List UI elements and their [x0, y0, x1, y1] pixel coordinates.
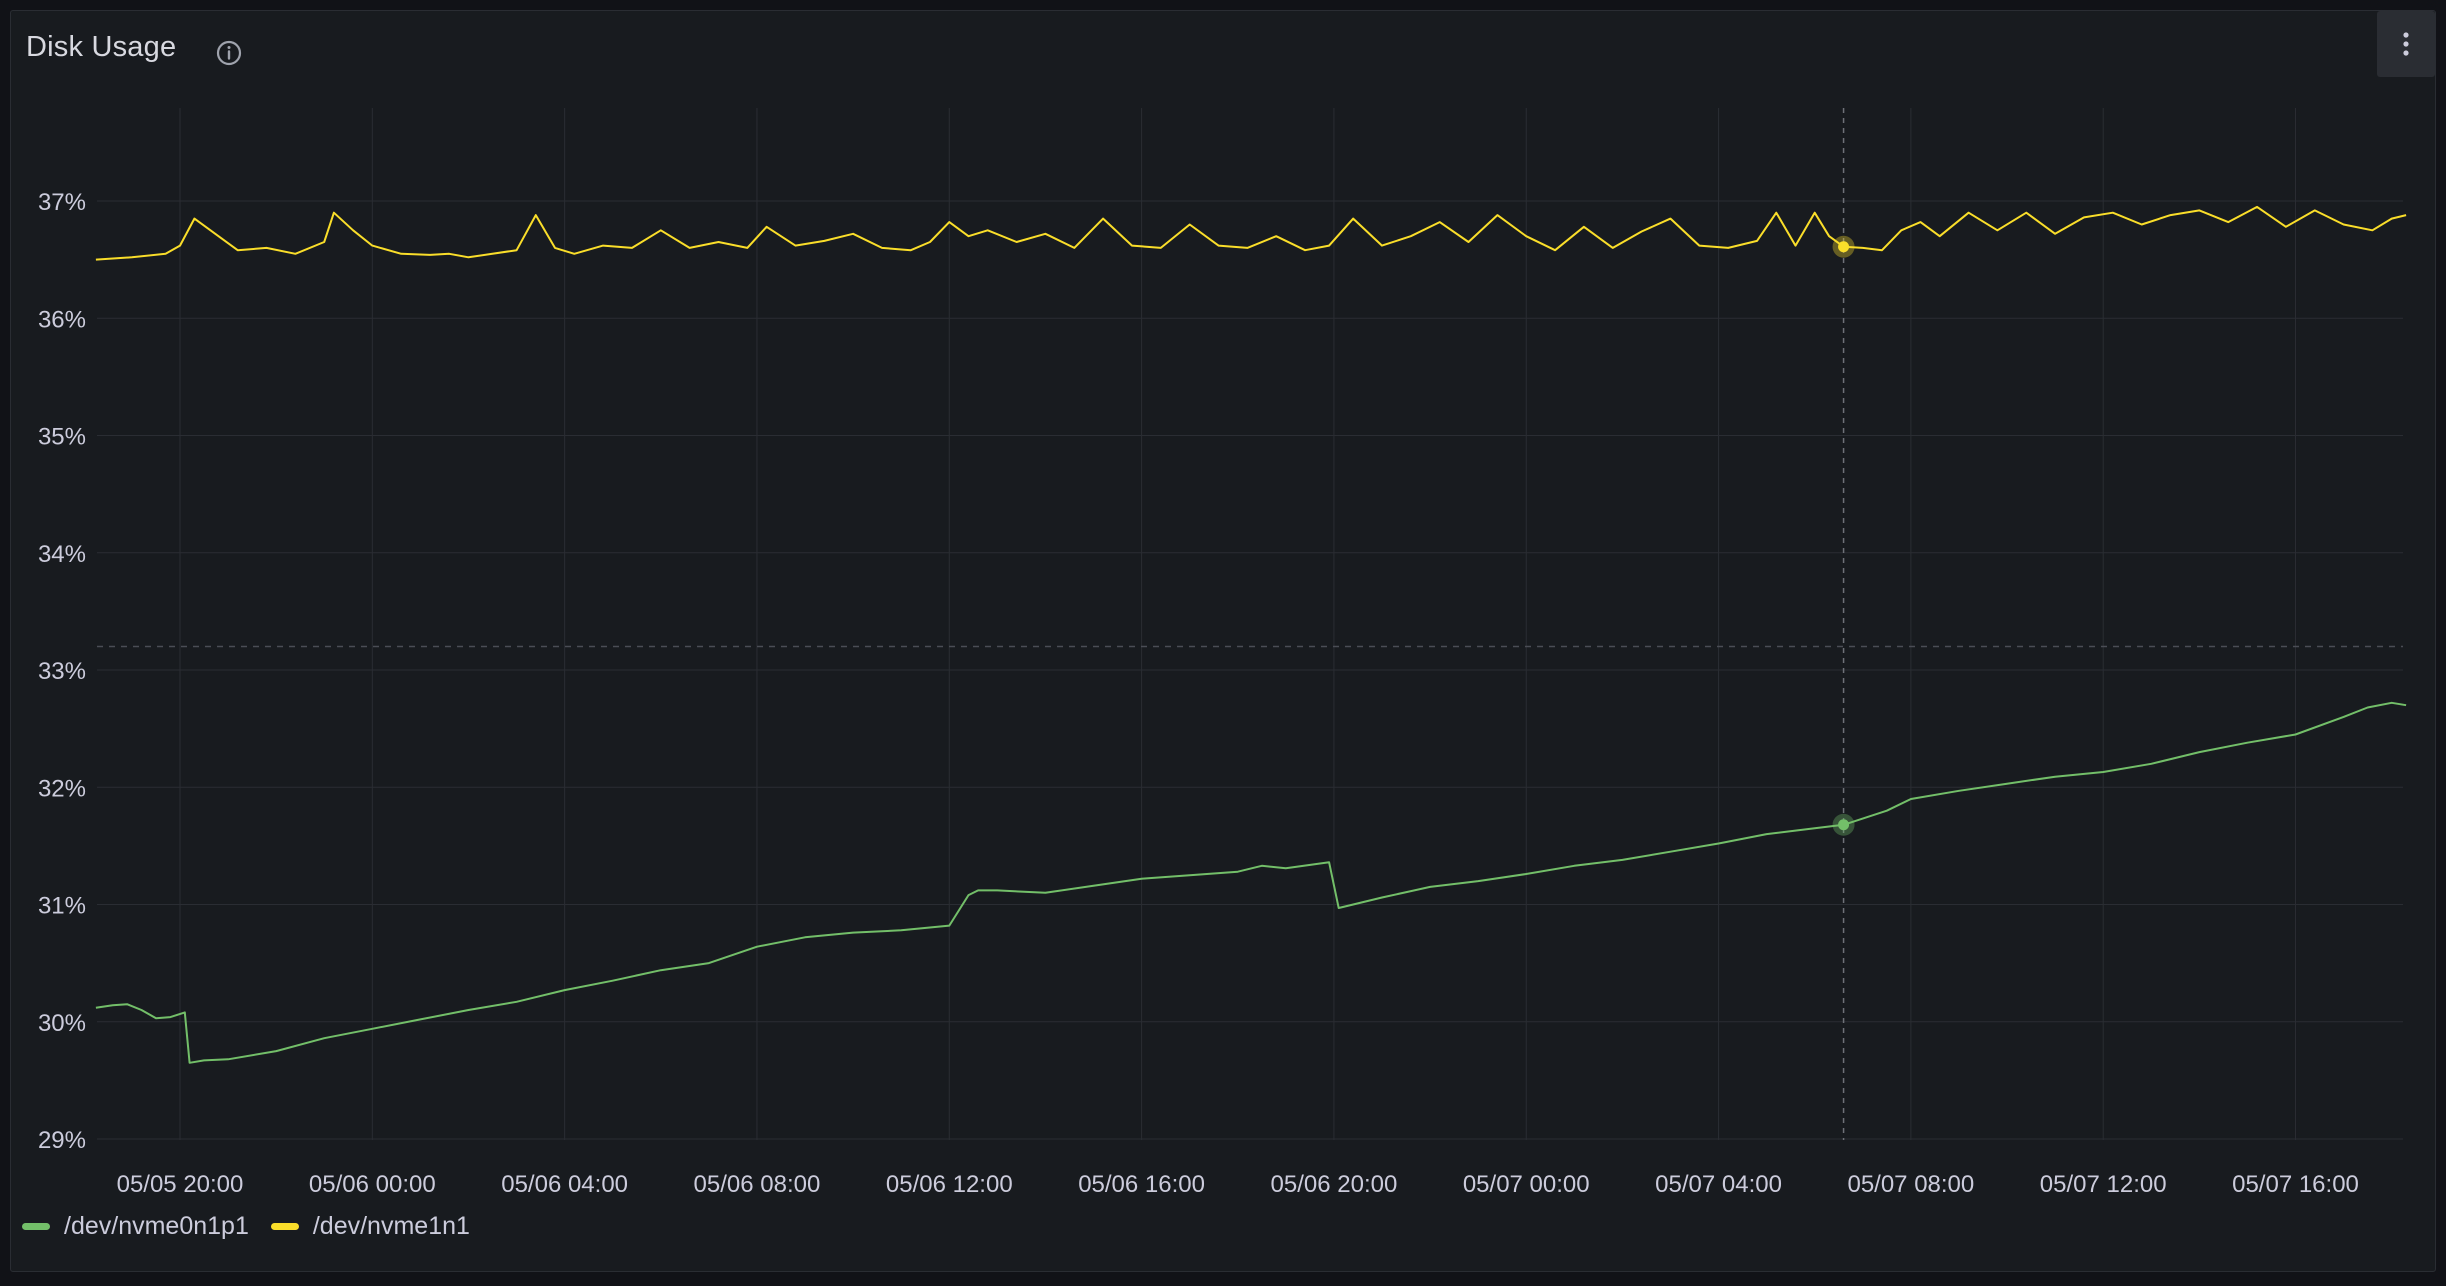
- panel-title: Disk Usage: [26, 31, 177, 63]
- x-tick-label: 05/06 20:00: [1271, 1171, 1398, 1198]
- y-tick-label: 34%: [38, 541, 86, 568]
- legend-swatch-nvme1n1: [270, 1223, 299, 1230]
- x-tick-label: 05/06 16:00: [1078, 1171, 1205, 1198]
- x-tick-label: 05/06 12:00: [886, 1171, 1013, 1198]
- info-circle-icon[interactable]: [214, 38, 244, 68]
- x-tick-label: 05/05 20:00: [117, 1171, 244, 1198]
- legend: /dev/nvme0n1p1 /dev/nvme1n1: [22, 1212, 470, 1241]
- legend-label-nvme1n1: /dev/nvme1n1: [312, 1212, 470, 1240]
- x-tick-label: 05/06 00:00: [309, 1171, 436, 1198]
- legend-label-nvme0n1p1: /dev/nvme0n1p1: [64, 1212, 249, 1240]
- panel-header: Disk Usage: [11, 11, 2435, 83]
- x-tick-label: 05/07 08:00: [1847, 1171, 1974, 1198]
- y-tick-label: 30%: [38, 1010, 86, 1037]
- legend-swatch-nvme0n1p1: [22, 1223, 50, 1230]
- x-tick-label: 05/07 00:00: [1463, 1171, 1590, 1198]
- y-tick-label: 31%: [38, 893, 86, 920]
- disk-usage-panel: Disk Usage: [10, 10, 2436, 1272]
- x-tick-label: 05/07 16:00: [2232, 1171, 2359, 1198]
- panel-menu-button[interactable]: [2377, 11, 2435, 77]
- y-tick-label: 33%: [38, 658, 86, 685]
- x-tick-label: 05/07 04:00: [1655, 1171, 1782, 1198]
- y-tick-label: 35%: [38, 424, 86, 451]
- x-tick-label: 05/06 08:00: [694, 1171, 821, 1198]
- y-tick-label: 32%: [38, 775, 86, 802]
- legend-item-nvme1n1[interactable]: /dev/nvme1n1: [270, 1212, 470, 1241]
- x-tick-label: 05/06 04:00: [501, 1171, 628, 1198]
- y-tick-label: 37%: [38, 189, 86, 216]
- hover-point-nvme1n1: [1838, 241, 1850, 253]
- y-tick-label: 36%: [38, 306, 86, 333]
- kebab-menu-icon: [2403, 32, 2409, 56]
- y-tick-label: 29%: [38, 1127, 86, 1154]
- series-line-nvme0n1p1: [95, 701, 2407, 1064]
- hover-point-nvme0n1p1: [1838, 819, 1850, 831]
- x-tick-label: 05/07 12:00: [2040, 1171, 2167, 1198]
- series-line-nvme1n1: [95, 205, 2407, 261]
- legend-item-nvme0n1p1[interactable]: /dev/nvme0n1p1: [22, 1212, 249, 1241]
